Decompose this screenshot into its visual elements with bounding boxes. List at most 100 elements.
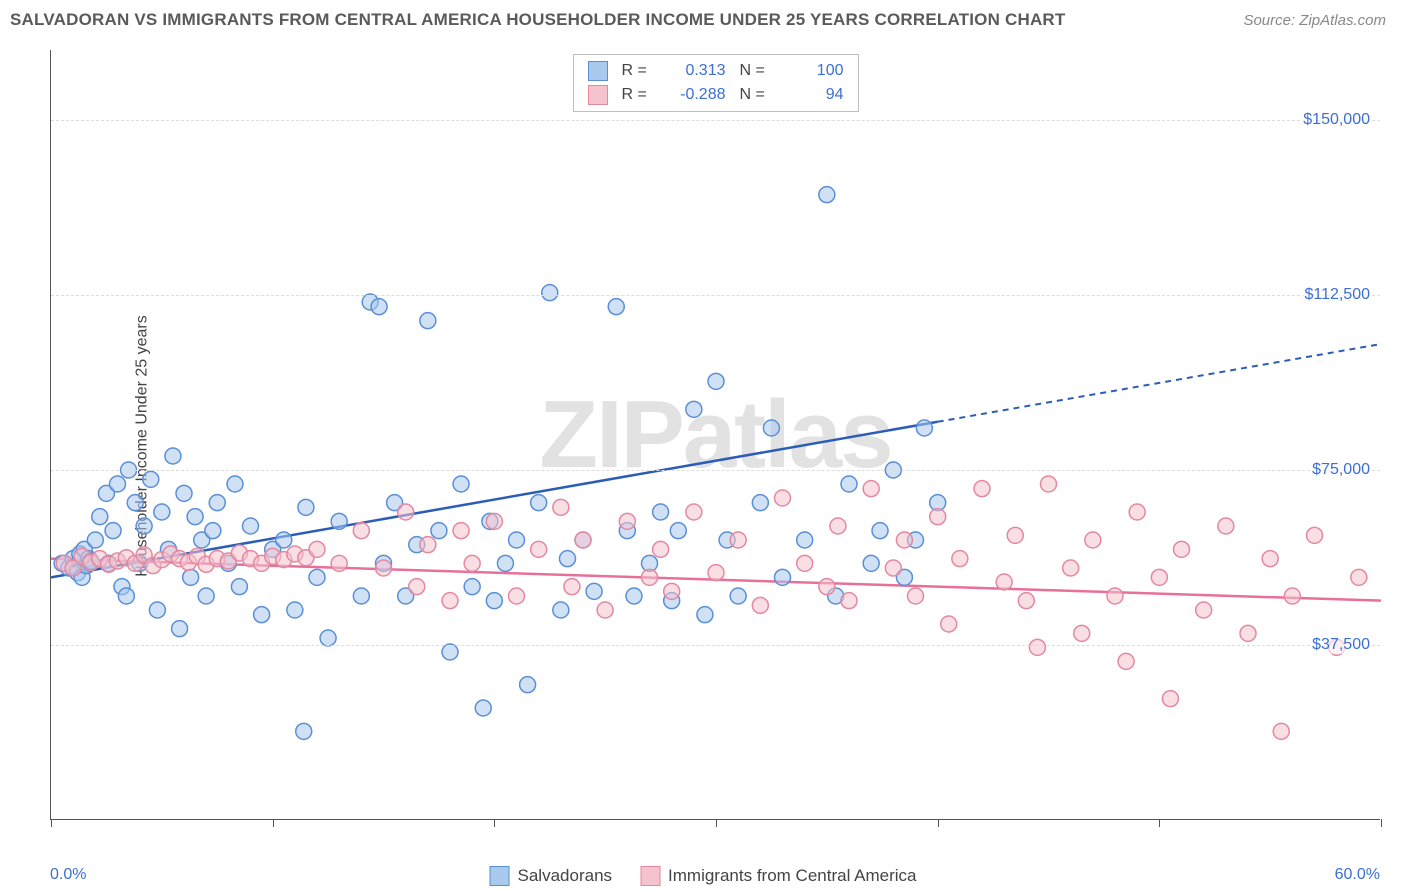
data-point: [1273, 723, 1289, 739]
y-tick-label: $37,500: [1310, 636, 1372, 654]
data-point: [92, 509, 108, 525]
data-point: [653, 504, 669, 520]
data-point: [1196, 602, 1212, 618]
y-tick-label: $112,500: [1302, 286, 1372, 304]
x-tick: [51, 819, 52, 827]
n-value: 100: [784, 62, 844, 80]
data-point: [930, 509, 946, 525]
trend-line-extrapolated: [938, 344, 1381, 422]
data-point: [376, 555, 392, 571]
r-value: -0.288: [666, 86, 726, 104]
data-point: [664, 583, 680, 599]
r-label: R =: [622, 62, 652, 80]
data-point: [420, 313, 436, 329]
data-point: [872, 523, 888, 539]
data-point: [1107, 588, 1123, 604]
x-tick: [938, 819, 939, 827]
data-point: [353, 523, 369, 539]
data-point: [974, 481, 990, 497]
data-point: [54, 555, 70, 571]
data-point: [387, 495, 403, 511]
data-point: [287, 602, 303, 618]
data-point: [320, 630, 336, 646]
x-tick: [273, 819, 274, 827]
data-point: [863, 555, 879, 571]
data-point: [70, 565, 86, 581]
data-point: [819, 187, 835, 203]
data-point: [1151, 569, 1167, 585]
data-point: [619, 513, 635, 529]
data-point: [331, 555, 347, 571]
data-point: [730, 532, 746, 548]
data-point: [730, 588, 746, 604]
data-point: [1351, 569, 1367, 585]
data-point: [183, 569, 199, 585]
data-point: [83, 554, 99, 570]
correlation-legend: R = 0.313 N = 100 R = -0.288 N = 94: [573, 54, 859, 112]
data-point: [136, 547, 152, 563]
data-point: [509, 532, 525, 548]
data-point: [719, 532, 735, 548]
watermark: ZIPatlas: [539, 380, 891, 490]
data-point: [908, 532, 924, 548]
legend-swatch-blue: [588, 61, 608, 81]
data-point: [65, 551, 81, 567]
legend-item: Immigrants from Central America: [640, 866, 916, 886]
data-point: [1307, 527, 1323, 543]
data-point: [575, 532, 591, 548]
data-point: [409, 537, 425, 553]
data-point: [642, 569, 658, 585]
data-point: [101, 555, 117, 571]
gridline: [51, 295, 1380, 296]
data-point: [254, 555, 270, 571]
data-point: [797, 532, 813, 548]
data-point: [1041, 476, 1057, 492]
data-point: [653, 541, 669, 557]
data-point: [254, 607, 270, 623]
data-point: [896, 532, 912, 548]
gridline: [51, 470, 1380, 471]
data-point: [916, 420, 932, 436]
data-point: [952, 551, 968, 567]
data-point: [885, 560, 901, 576]
data-point: [908, 588, 924, 604]
data-point: [227, 476, 243, 492]
data-point: [172, 551, 188, 567]
plot-area: ZIPatlas R = 0.313 N = 100 R = -0.288 N …: [50, 50, 1380, 820]
data-point: [276, 532, 292, 548]
chart-title: SALVADORAN VS IMMIGRANTS FROM CENTRAL AM…: [10, 10, 1066, 30]
data-point: [409, 579, 425, 595]
data-point: [453, 523, 469, 539]
data-point: [763, 420, 779, 436]
data-point: [331, 513, 347, 529]
data-point: [220, 555, 236, 571]
data-point: [1063, 560, 1079, 576]
data-point: [930, 495, 946, 511]
x-tick: [716, 819, 717, 827]
data-point: [198, 588, 214, 604]
data-point: [81, 551, 97, 567]
scatter-points-layer: [51, 50, 1380, 819]
data-point: [1129, 504, 1145, 520]
data-point: [78, 558, 94, 574]
data-point: [626, 588, 642, 604]
data-point: [486, 593, 502, 609]
data-point: [74, 548, 90, 564]
x-axis-max-label: 60.0%: [1335, 866, 1380, 884]
data-point: [1029, 639, 1045, 655]
data-point: [72, 546, 88, 562]
data-point: [298, 499, 314, 515]
data-point: [1074, 625, 1090, 641]
data-point: [98, 485, 114, 501]
data-point: [1262, 551, 1278, 567]
legend-label: Immigrants from Central America: [668, 866, 916, 886]
legend-row: R = -0.288 N = 94: [574, 83, 858, 107]
data-point: [564, 579, 580, 595]
data-point: [996, 574, 1012, 590]
data-point: [398, 504, 414, 520]
n-label: N =: [740, 86, 770, 104]
data-point: [187, 509, 203, 525]
data-point: [376, 560, 392, 576]
data-point: [475, 700, 491, 716]
data-point: [154, 504, 170, 520]
